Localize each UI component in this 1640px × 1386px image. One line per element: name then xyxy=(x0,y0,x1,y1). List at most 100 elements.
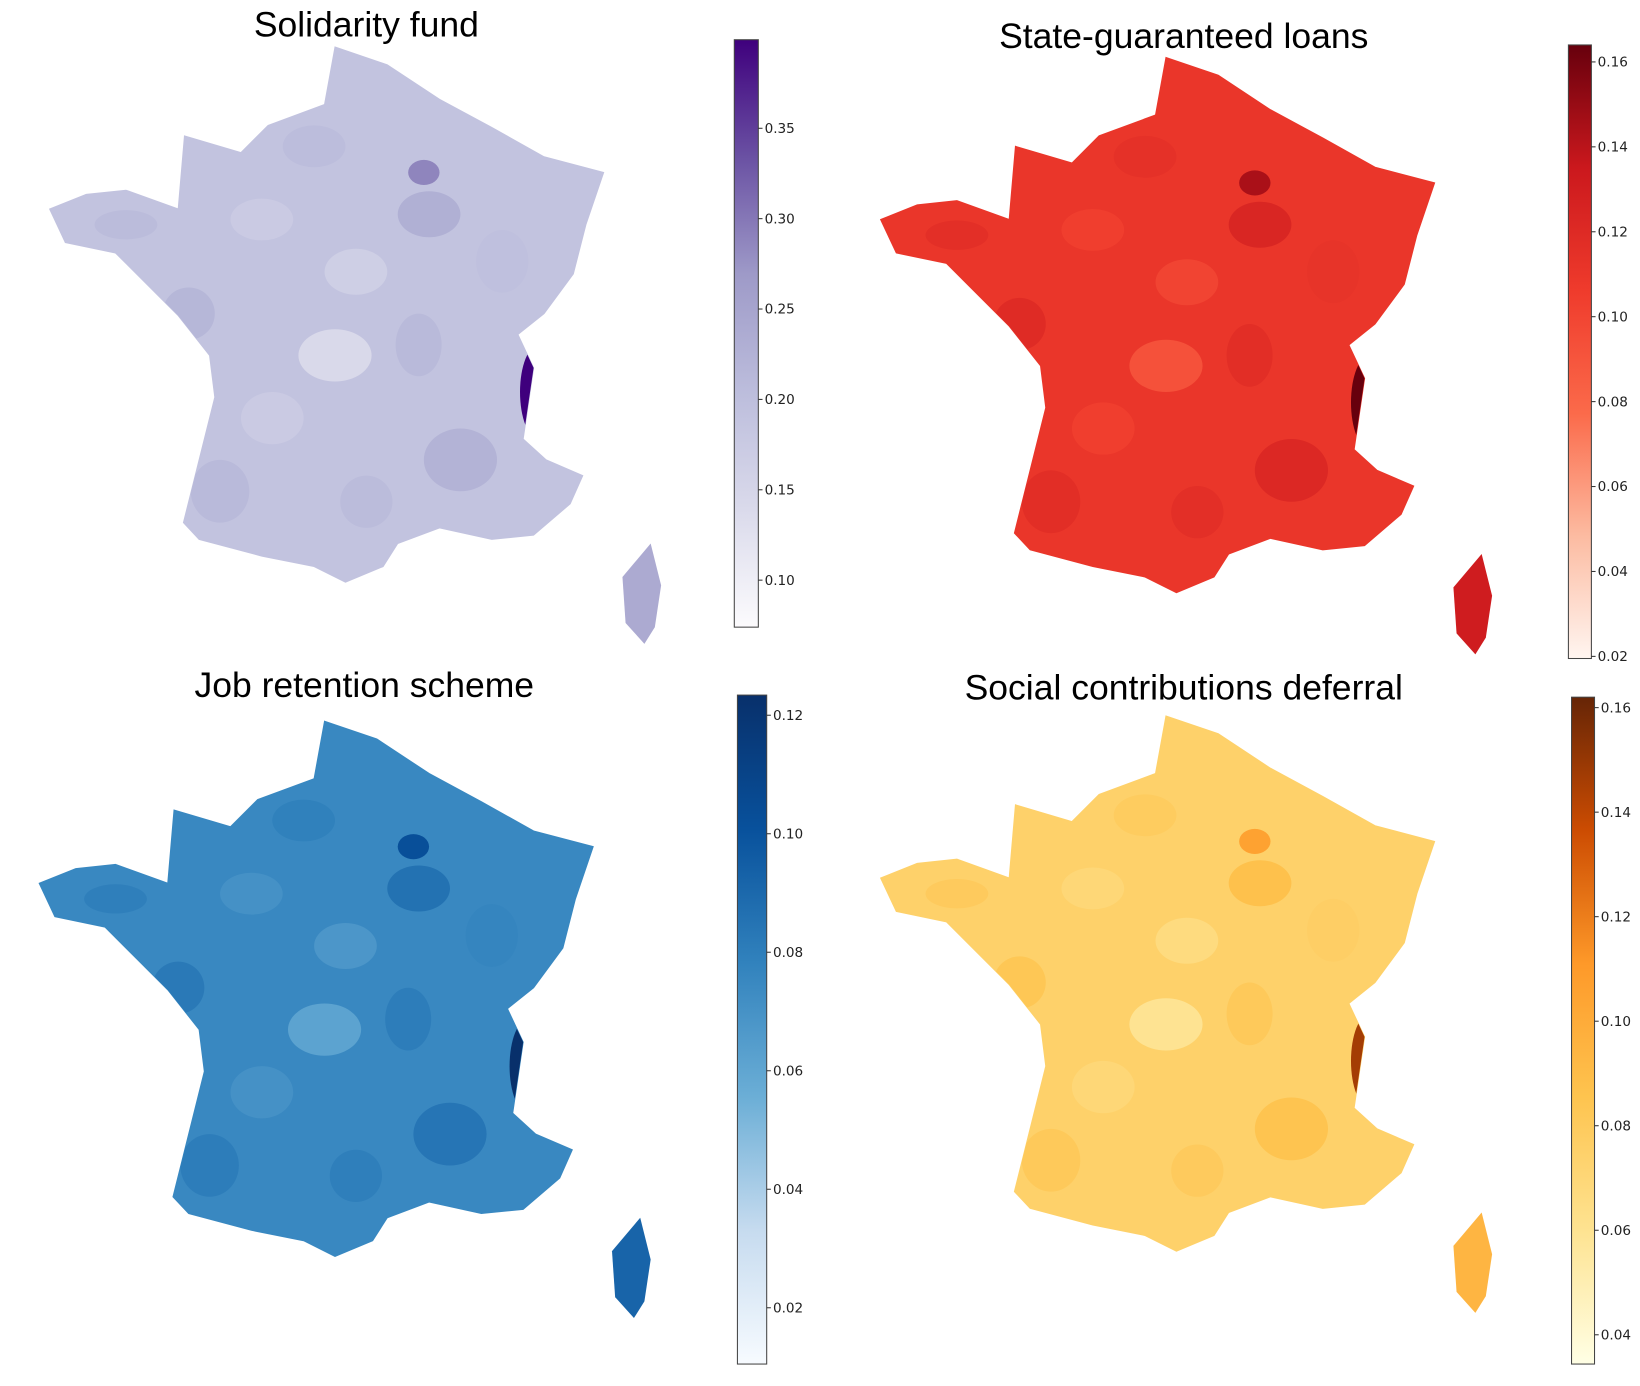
department-region xyxy=(1061,867,1125,910)
department-region xyxy=(180,1134,239,1197)
colorbar-tick-label: 0.15 xyxy=(765,482,795,498)
department-region xyxy=(385,987,432,1051)
colorbar-tick-label: 0.06 xyxy=(1598,479,1628,495)
department-region xyxy=(1228,860,1292,907)
department-region xyxy=(1155,259,1219,306)
department-region xyxy=(1307,240,1360,304)
department-region xyxy=(1021,1128,1081,1192)
department-region xyxy=(1021,470,1081,534)
colorbar-tick-label: 0.08 xyxy=(773,945,803,961)
choropleth-map xyxy=(38,720,651,1319)
choropleth-map xyxy=(879,56,1493,655)
department-region xyxy=(1129,998,1203,1051)
department-region xyxy=(1239,170,1271,196)
colorbar-tick-label: 0.14 xyxy=(1601,805,1631,821)
department-region xyxy=(387,865,450,912)
corsica-region xyxy=(611,1217,651,1319)
department-region xyxy=(925,879,989,909)
panel-state-guaranteed-loans: State-guaranteed loans 0.020.040.060.080… xyxy=(879,16,1628,665)
department-region xyxy=(329,1149,383,1203)
corsica-region xyxy=(1453,1212,1493,1313)
colorbar: 0.02 0.04 0.06 0.08 0.10 0.12 xyxy=(736,694,803,1365)
colorbar-tick-label: 0.16 xyxy=(1601,700,1631,716)
colorbar-tick-label: 0.04 xyxy=(1601,1327,1631,1343)
department-region xyxy=(162,287,215,340)
department-region xyxy=(1171,1144,1224,1197)
colorbar-tick-label: 0.12 xyxy=(1598,224,1628,240)
colorbar-tick-label: 0.10 xyxy=(773,826,803,842)
department-region xyxy=(1228,201,1292,248)
colorbar-tick-label: 0.14 xyxy=(1598,140,1628,156)
panel-title: Solidarity fund xyxy=(254,5,479,45)
department-region xyxy=(230,1066,294,1119)
department-region xyxy=(190,459,250,523)
department-region xyxy=(1129,339,1203,392)
department-region xyxy=(423,428,498,492)
choropleth-map xyxy=(879,715,1493,1313)
colorbar-tick-label: 0.10 xyxy=(1598,309,1628,325)
department-region xyxy=(314,922,377,969)
colorbar-tick-label: 0.02 xyxy=(773,1300,803,1316)
panel-social-contributions-deferral: Social contributions deferral 0.040.060.… xyxy=(879,667,1631,1365)
colorbar-tick-label: 0.04 xyxy=(1598,564,1628,580)
department-region xyxy=(395,313,442,377)
colorbar-tick-label: 0.06 xyxy=(773,1063,803,1079)
colorbar-tick-label: 0.12 xyxy=(1601,909,1631,925)
department-region xyxy=(925,220,989,250)
colorbar: 0.04 0.06 0.08 0.10 0.12 0.14 0.16 xyxy=(1571,696,1631,1365)
department-region xyxy=(340,475,393,528)
department-region xyxy=(1071,402,1135,455)
colorbar-gradient xyxy=(733,39,759,628)
department-region xyxy=(1171,486,1224,539)
department-region xyxy=(240,391,304,445)
department-region xyxy=(1071,1060,1135,1114)
corsica-region xyxy=(622,543,662,644)
department-region xyxy=(1307,898,1360,962)
colorbar: 0.10 0.15 0.20 0.25 0.30 0.35 xyxy=(733,39,795,628)
department-region xyxy=(1113,794,1177,837)
colorbar-gradient xyxy=(736,694,768,1365)
department-region xyxy=(1254,439,1328,502)
department-region xyxy=(993,297,1046,351)
colorbar: 0.02 0.04 0.06 0.08 0.10 0.12 0.14 0.16 xyxy=(1567,44,1628,665)
department-region xyxy=(397,834,430,860)
colorbar-tick-label: 0.25 xyxy=(765,302,795,318)
panel-job-retention-scheme: Job retention scheme 0.02 0.04 0.06 0.08 0.1… xyxy=(38,665,803,1365)
panel-solidarity-fund: Solidarity fund 0.10 0.15 0.20 0.25 0.30 0.35 xyxy=(48,5,795,644)
department-region xyxy=(413,1102,487,1166)
corsica-region xyxy=(1453,553,1493,655)
department-region xyxy=(324,248,388,295)
colorbar-tick-label: 0.08 xyxy=(1601,1118,1631,1134)
department-region xyxy=(1113,135,1177,178)
colorbar-tick-label: 0.20 xyxy=(765,392,795,408)
colorbar-tick-label: 0.04 xyxy=(773,1182,803,1198)
department-region xyxy=(1254,1097,1328,1161)
colorbar-tick-label: 0.10 xyxy=(1601,1014,1631,1030)
department-region xyxy=(152,961,205,1014)
colorbar-tick-label: 0.30 xyxy=(765,211,795,227)
panel-title: Job retention scheme xyxy=(194,665,534,705)
department-region xyxy=(287,1003,362,1056)
department-region xyxy=(993,956,1046,1009)
department-region xyxy=(1226,982,1273,1046)
department-region xyxy=(1155,917,1219,964)
colorbar-tick-label: 0.10 xyxy=(765,573,795,589)
department-region xyxy=(298,329,372,382)
colorbar-gradient xyxy=(1567,44,1592,660)
colorbar-tick-label: 0.08 xyxy=(1598,394,1628,410)
department-region xyxy=(282,125,346,168)
colorbar-tick-label: 0.02 xyxy=(1598,649,1628,665)
colorbar-gradient xyxy=(1571,696,1596,1365)
panel-title: Social contributions deferral xyxy=(965,667,1403,707)
department-region xyxy=(1226,324,1273,387)
colorbar-tick-label: 0.12 xyxy=(773,708,803,724)
department-region xyxy=(94,210,158,240)
department-region xyxy=(84,884,147,914)
department-region xyxy=(1239,828,1271,854)
department-region xyxy=(272,799,336,842)
department-region xyxy=(465,904,518,967)
department-region xyxy=(397,191,461,238)
department-region xyxy=(408,159,440,186)
department-region xyxy=(1061,209,1125,251)
